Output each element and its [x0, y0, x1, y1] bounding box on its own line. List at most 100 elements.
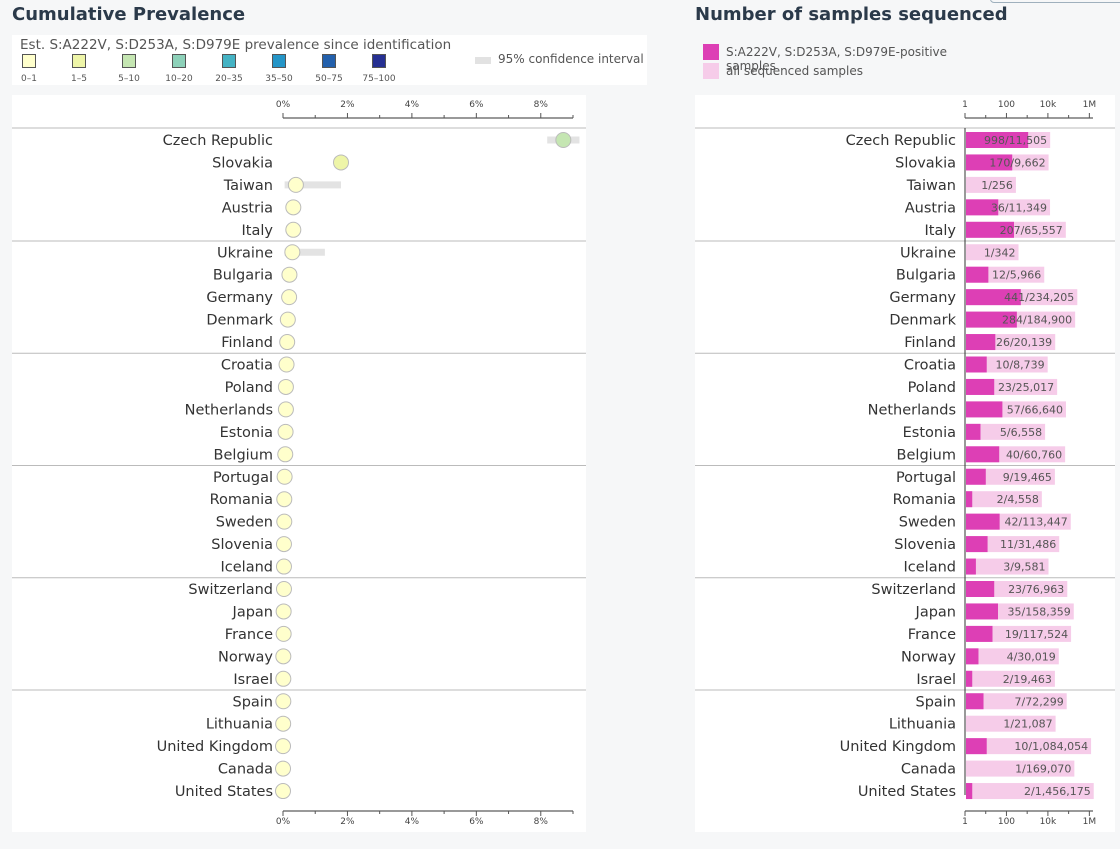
data-label: 998/11,505: [984, 134, 1047, 147]
country-label: Norway: [901, 649, 956, 665]
country-label: United States: [858, 784, 956, 800]
data-label: 2/1,456,175: [1024, 785, 1091, 798]
prevalence-point: [277, 423, 294, 440]
legend-swatch-label-3: 10–20: [165, 74, 193, 84]
total-samples-bar: [966, 176, 1016, 193]
legend-swatch-7: [372, 54, 386, 68]
country-label: Estonia: [220, 425, 273, 441]
x-tick-label: 2%: [340, 817, 355, 827]
data-label: 10/8,739: [995, 359, 1044, 372]
country-label: Germany: [206, 290, 273, 306]
ci-bar: [284, 181, 341, 189]
country-label: Lithuania: [206, 717, 273, 733]
country-label: Lithuania: [889, 717, 956, 733]
prevalence-point: [278, 356, 295, 373]
prevalence-point: [275, 536, 292, 553]
country-label: Poland: [225, 380, 273, 396]
data-label: 170/9,662: [989, 156, 1045, 169]
x-tick-label: 8%: [534, 817, 549, 827]
positive-samples-bar: [966, 783, 973, 800]
samples-legend-label-0: S:A222V, S:D253A, S:D979E-positive sampl…: [726, 45, 948, 73]
positive-samples-bar: [966, 446, 1000, 463]
country-label: Germany: [889, 290, 956, 306]
country-label: France: [908, 627, 956, 643]
ci-legend-swatch: [475, 57, 491, 64]
prevalence-point: [277, 446, 294, 463]
prevalence-chart: 0% 2% 4% 6% 8% 0% 2% 4% 6% 8% Czech Republic Slovak…: [12, 100, 586, 827]
x-tick-label: 1M: [1083, 100, 1097, 110]
prevalence-point: [281, 289, 298, 306]
legend-swatch-label-1: 1–5: [71, 74, 87, 84]
country-label: United Kingdom: [157, 739, 273, 755]
positive-samples-bar: [966, 378, 995, 395]
total-samples-bar: [966, 244, 1019, 261]
total-samples-bar: [966, 468, 1055, 485]
prevalence-point: [285, 221, 302, 238]
x-tick-label: 0%: [276, 100, 291, 110]
country-label: Ukraine: [217, 245, 273, 261]
data-label: 207/65,557: [1000, 224, 1063, 237]
country-label: Denmark: [889, 313, 956, 329]
data-label: 12/5,966: [992, 269, 1041, 282]
positive-samples-bar: [966, 625, 993, 642]
prevalence-point: [275, 715, 292, 732]
legend-swatch-1: [72, 54, 86, 68]
country-label: Israel: [916, 672, 956, 688]
data-label: 441/234,205: [1004, 291, 1074, 304]
country-label: Croatia: [904, 358, 956, 374]
country-label: Croatia: [221, 358, 273, 374]
data-label: 284/184,900: [1002, 314, 1072, 327]
country-label: Netherlands: [185, 402, 273, 418]
total-samples-bar: [966, 783, 1094, 800]
positive-samples-bar: [966, 693, 984, 710]
prevalence-chart-panel: 0% 2% 4% 6% 8% 0% 2% 4% 6% 8% Czech Republic Slovak…: [12, 95, 586, 832]
prevalence-point: [287, 176, 304, 193]
positive-samples-bar: [966, 670, 973, 687]
country-label: Canada: [901, 762, 956, 778]
x-tick-label: 2%: [340, 100, 355, 110]
positive-samples-bar: [966, 581, 995, 597]
total-samples-bar: [966, 693, 1067, 710]
prevalence-point: [276, 491, 293, 508]
country-label: Estonia: [903, 425, 956, 441]
total-samples-bar: [966, 423, 1046, 440]
country-label: Austria: [222, 200, 273, 216]
country-label: Sweden: [899, 515, 956, 531]
data-label: 7/72,299: [1015, 695, 1064, 708]
positive-samples-bar: [966, 513, 1000, 530]
total-samples-bar: [966, 491, 1042, 508]
data-label: 3/9,581: [1003, 561, 1045, 574]
country-label: Belgium: [897, 447, 956, 463]
x-tick-label: 1: [962, 817, 968, 827]
prevalence-point: [277, 378, 294, 395]
positive-samples-bar: [966, 468, 986, 485]
data-label: 35/158,359: [1008, 605, 1071, 618]
x-tick-label: 4%: [405, 817, 420, 827]
samples-legend: S:A222V, S:D253A, S:D979E-positive sampl…: [695, 40, 995, 85]
prevalence-point: [276, 468, 293, 485]
positive-samples-bar: [966, 648, 979, 665]
prevalence-point: [275, 693, 292, 710]
data-label: 10/1,084,054: [1014, 740, 1088, 753]
samples-chart-panel: 1 100 10k 1M 1 100 10k 1M Czech Republic 998/11,5…: [695, 95, 1115, 832]
legend-swatch-label-2: 5–10: [118, 74, 140, 84]
country-label: Bulgaria: [213, 268, 273, 284]
prevalence-point: [275, 581, 292, 597]
country-label: Finland: [221, 335, 273, 351]
top-right-control-frame: [990, 0, 1120, 3]
country-label: France: [225, 627, 273, 643]
prevalence-point: [275, 603, 292, 620]
prevalence-point: [275, 670, 292, 687]
country-label: Austria: [905, 200, 956, 216]
data-label: 5/6,558: [1000, 426, 1042, 439]
ci-legend-label: 95% confidence interval: [498, 52, 644, 66]
positive-samples-bar: [966, 536, 988, 553]
data-label: 9/19,465: [1003, 471, 1052, 484]
positive-samples-bar: [966, 401, 1003, 418]
total-samples-bar: [966, 715, 1056, 732]
data-label: 11/31,486: [1000, 538, 1056, 551]
country-label: Belgium: [214, 447, 273, 463]
x-tick-label: 100: [998, 817, 1015, 827]
data-label: 57/66,640: [1007, 403, 1063, 416]
country-label: Netherlands: [868, 402, 956, 418]
